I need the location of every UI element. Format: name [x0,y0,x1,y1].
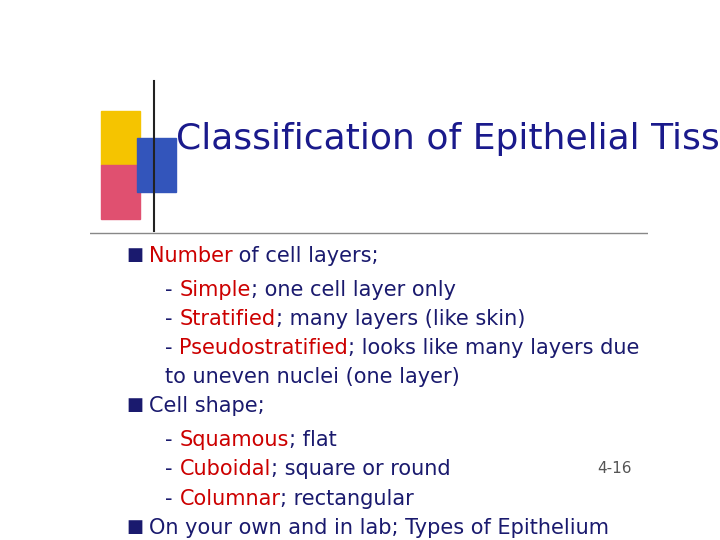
Text: -: - [166,460,179,480]
Text: -: - [166,430,179,450]
Bar [101,111,140,165]
Text: ; looks like many layers due: ; looks like many layers due [348,338,639,358]
Bar [101,165,140,219]
Text: ■: ■ [126,396,143,414]
Text: ; flat: ; flat [289,430,336,450]
Text: Stratified: Stratified [179,309,276,329]
Text: -: - [166,309,179,329]
Text: On your own and in lab; Types of Epithelium: On your own and in lab; Types of Epithel… [148,518,608,538]
Text: to uneven nuclei (one layer): to uneven nuclei (one layer) [166,367,460,387]
Text: Pseudostratified: Pseudostratified [179,338,348,358]
Text: ; square or round: ; square or round [271,460,451,480]
Text: ■: ■ [126,518,143,536]
Text: of cell layers;: of cell layers; [233,246,379,266]
Text: Simple: Simple [179,280,251,300]
Text: Columnar: Columnar [179,489,281,509]
Text: -: - [166,338,179,358]
Text: ■: ■ [126,246,143,264]
Text: Classification of Epithelial Tissue: Classification of Epithelial Tissue [176,122,720,156]
Bar [138,138,176,192]
Text: Number: Number [148,246,233,266]
Text: ; many layers (like skin): ; many layers (like skin) [276,309,525,329]
Text: Cuboidal: Cuboidal [179,460,271,480]
Text: ; one cell layer only: ; one cell layer only [251,280,456,300]
Text: -: - [166,489,179,509]
Text: -: - [166,280,179,300]
Text: 4-16: 4-16 [597,462,631,476]
Text: ; rectangular: ; rectangular [281,489,414,509]
Text: Squamous: Squamous [179,430,289,450]
Text: Cell shape;: Cell shape; [148,396,264,416]
